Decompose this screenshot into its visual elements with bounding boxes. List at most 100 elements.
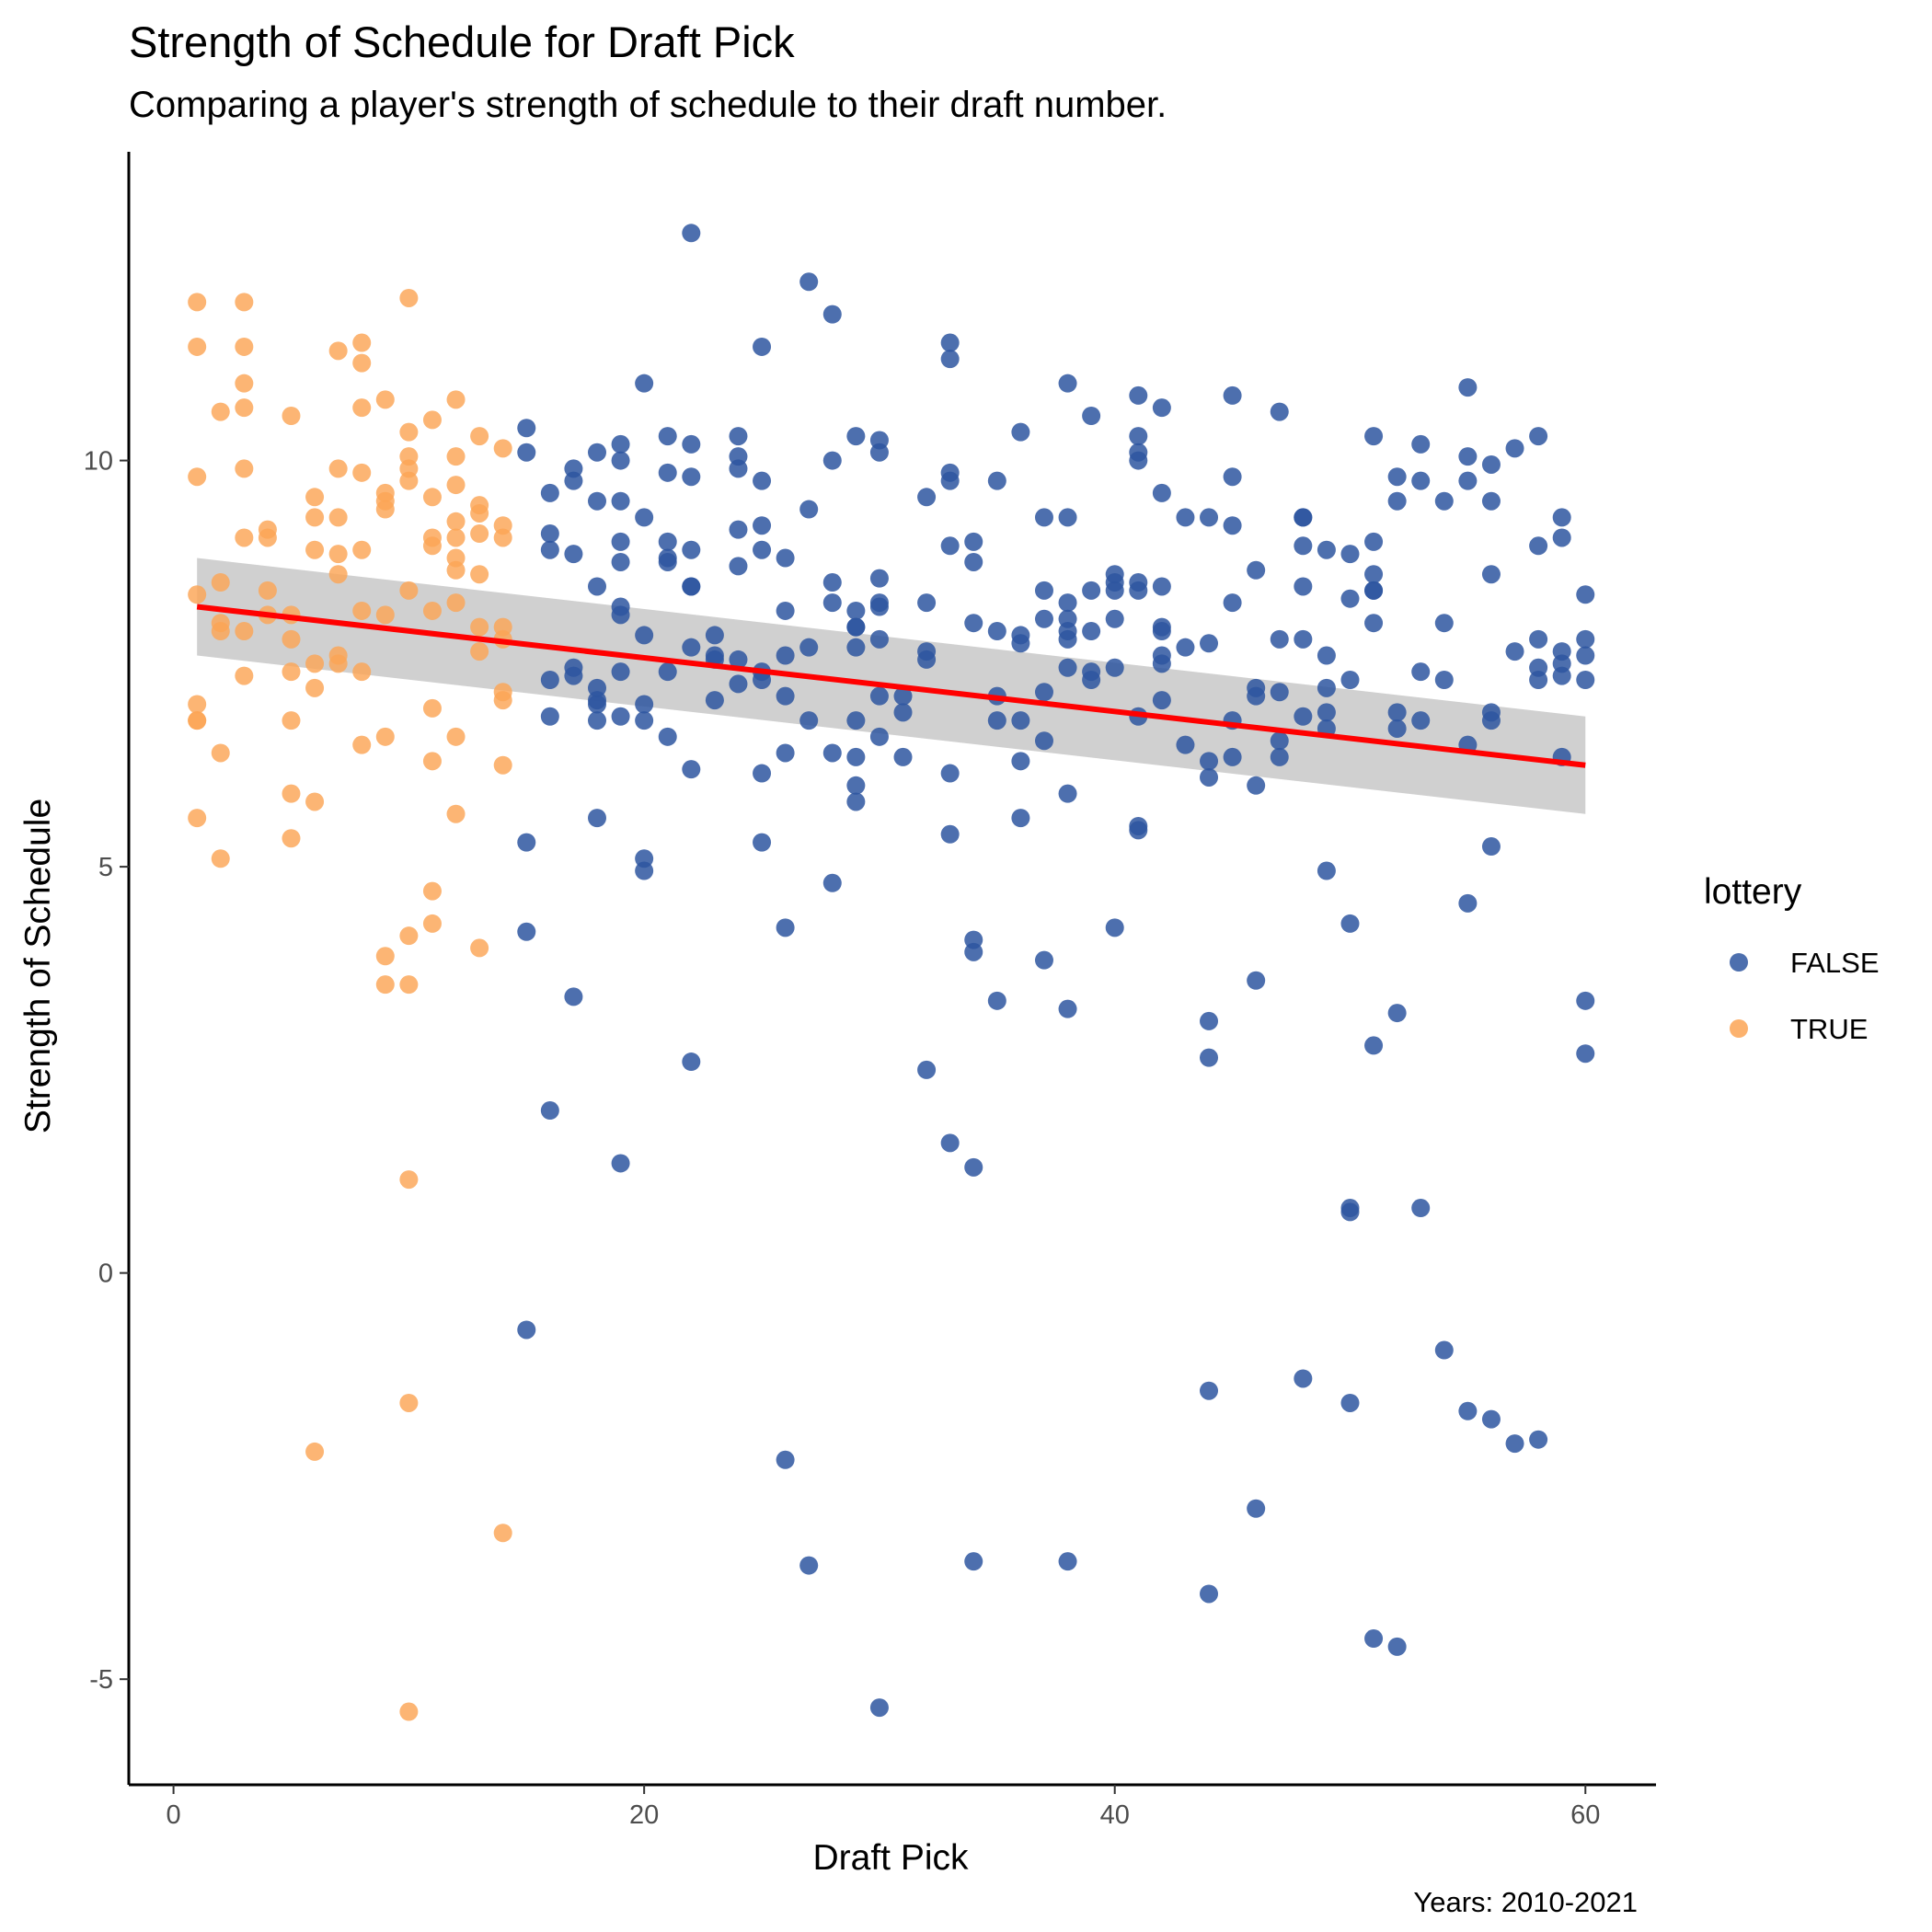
data-point-false (1270, 683, 1289, 702)
data-point-false (940, 536, 960, 556)
data-point-true (493, 528, 512, 547)
data-point-true (422, 488, 442, 507)
data-point-true (328, 508, 348, 527)
data-point-false (776, 601, 795, 620)
data-point-true (446, 476, 466, 495)
data-point-false (940, 471, 960, 490)
data-point-false (611, 532, 630, 551)
data-point-false (1034, 731, 1053, 751)
data-point-true (188, 467, 207, 487)
data-point-true (399, 926, 419, 946)
data-point-false (822, 593, 842, 613)
y-tick-label: 5 (98, 853, 113, 882)
data-point-true (211, 849, 230, 868)
data-point-false (564, 471, 583, 490)
data-point-false (1152, 622, 1171, 641)
data-point-true (258, 581, 277, 600)
data-point-true (282, 784, 301, 803)
data-point-false (869, 629, 889, 649)
data-point-true (422, 698, 442, 718)
data-point-true (282, 407, 301, 426)
data-point-false (587, 711, 606, 730)
data-point-false (1152, 398, 1171, 418)
data-point-false (1200, 634, 1219, 653)
data-point-true (352, 735, 372, 754)
data-point-false (1247, 1499, 1266, 1518)
data-point-false (1294, 536, 1313, 556)
data-point-true (422, 536, 442, 556)
data-point-true (375, 947, 395, 966)
data-point-false (799, 272, 819, 292)
data-point-false (1200, 1048, 1219, 1067)
data-point-false (635, 374, 654, 393)
chart-subtitle: Comparing a player's strength of schedul… (129, 85, 1167, 125)
data-point-false (1223, 593, 1242, 613)
data-point-false (540, 1101, 559, 1121)
data-point-false (1270, 731, 1289, 751)
data-point-false (1082, 581, 1101, 600)
data-point-true (352, 601, 372, 620)
data-point-false (1434, 614, 1454, 633)
data-point-false (1529, 536, 1548, 556)
data-point-false (1223, 516, 1242, 535)
data-point-false (1387, 1004, 1407, 1023)
data-point-false (1105, 581, 1124, 600)
data-point-true (470, 503, 489, 523)
data-point-false (729, 674, 748, 694)
data-point-false (1058, 1552, 1077, 1571)
data-point-false (517, 833, 536, 852)
data-point-true (470, 427, 489, 446)
data-point-false (1129, 427, 1148, 446)
data-point-false (540, 671, 559, 690)
data-point-true (188, 337, 207, 356)
data-point-false (799, 1556, 819, 1575)
data-point-false (1223, 385, 1242, 405)
data-point-false (587, 809, 606, 828)
data-point-false (776, 646, 795, 665)
data-point-false (517, 419, 536, 438)
data-point-false (1576, 1044, 1595, 1064)
data-point-false (1294, 1369, 1313, 1388)
data-point-false (964, 532, 983, 551)
data-point-false (1505, 1434, 1524, 1454)
data-point-false (1082, 622, 1101, 641)
data-point-false (1317, 540, 1336, 559)
data-point-false (517, 443, 536, 462)
data-point-false (846, 792, 866, 811)
data-point-true (235, 666, 254, 685)
data-point-true (375, 500, 395, 519)
data-point-false (964, 552, 983, 571)
legend-key-false (1730, 953, 1748, 972)
y-tick-label: -5 (89, 1665, 113, 1695)
data-point-false (753, 833, 772, 852)
data-point-false (1200, 1011, 1219, 1030)
data-point-false (1411, 1199, 1431, 1218)
data-point-false (611, 1154, 630, 1173)
data-point-false (987, 622, 1006, 641)
data-point-false (753, 540, 772, 559)
data-point-true (352, 463, 372, 482)
data-point-true (235, 398, 254, 418)
data-point-false (611, 605, 630, 625)
data-point-false (1034, 609, 1053, 628)
data-point-false (635, 861, 654, 880)
data-point-false (1058, 629, 1077, 649)
data-point-false (1105, 609, 1124, 628)
data-point-false (1034, 508, 1053, 527)
data-point-true (235, 374, 254, 393)
data-point-false (611, 451, 630, 470)
data-point-false (1270, 747, 1289, 766)
data-point-false (1481, 1409, 1501, 1429)
data-point-true (422, 914, 442, 933)
data-point-false (1011, 711, 1030, 730)
data-point-false (635, 508, 654, 527)
data-point-true (446, 390, 466, 409)
data-point-true (328, 459, 348, 478)
data-point-false (1082, 671, 1101, 690)
data-point-false (1529, 671, 1548, 690)
data-point-false (846, 711, 866, 730)
data-point-true (211, 743, 230, 763)
data-point-false (1434, 671, 1454, 690)
data-point-false (1458, 378, 1478, 397)
legend-label-false: FALSE (1790, 947, 1880, 979)
